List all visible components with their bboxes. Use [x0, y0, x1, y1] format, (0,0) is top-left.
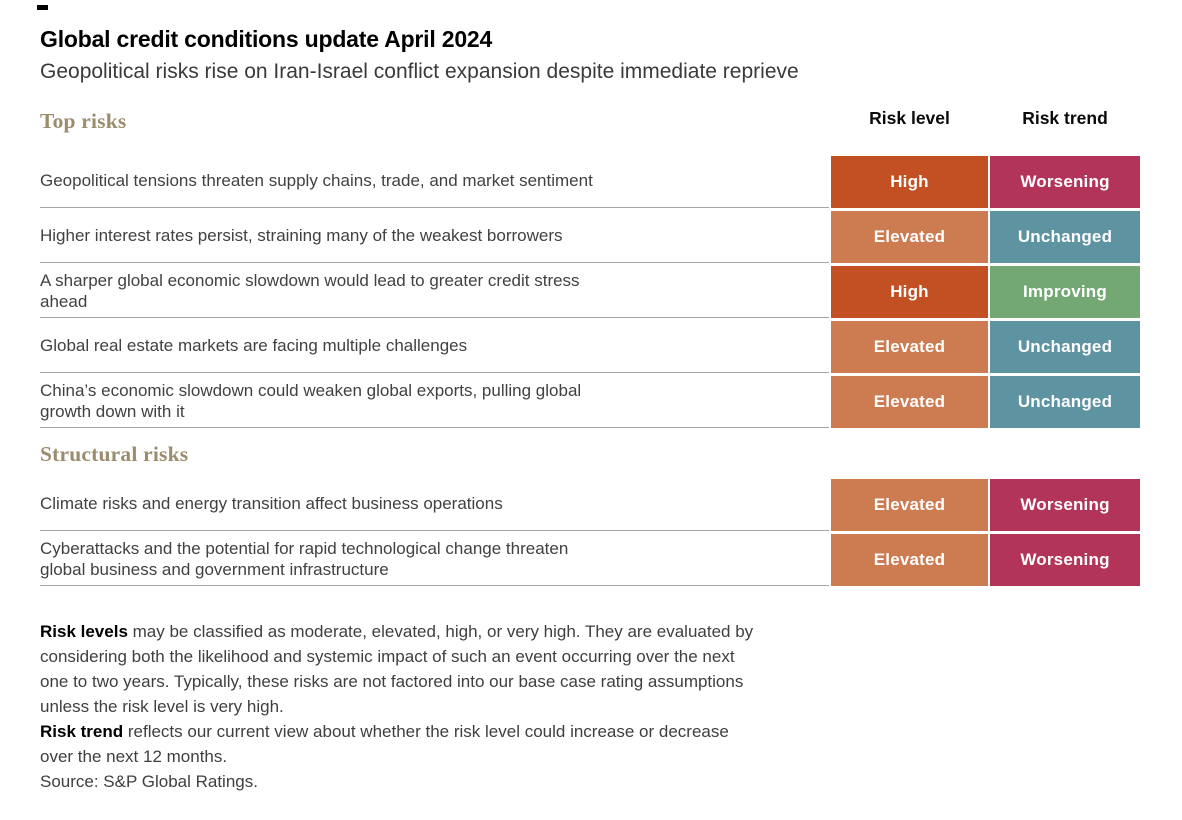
risk-trend-badge: Worsening: [990, 479, 1140, 531]
risk-level-badge: High: [831, 266, 988, 318]
risk-description: Global real estate markets are facing mu…: [40, 321, 829, 373]
risk-level-badge: Elevated: [831, 479, 988, 531]
spacer: [990, 442, 1140, 468]
risk-description: China’s economic slowdown could weaken g…: [40, 376, 829, 428]
corner-mark: [37, 5, 48, 10]
risk-trend-badge: Worsening: [990, 156, 1140, 208]
risk-description: Climate risks and energy transition affe…: [40, 479, 829, 531]
footnotes: Risk levels may be classified as moderat…: [40, 620, 924, 795]
risk-description: Geopolitical tensions threaten supply ch…: [40, 156, 829, 208]
footnote-source-text: Source: S&P Global Ratings.: [40, 771, 258, 791]
footnote-risk-trend: Risk trend reflects our current view abo…: [40, 720, 924, 770]
risk-trend-badge: Unchanged: [990, 376, 1140, 428]
footnote-risk-levels-label: Risk levels: [40, 622, 128, 641]
risk-level-badge: Elevated: [831, 534, 988, 586]
page-subtitle: Geopolitical risks rise on Iran-Israel c…: [40, 60, 799, 83]
section-title-structural-risks: Structural risks: [40, 442, 189, 466]
section-top-risks: Top risks Risk level Risk trend Geopolit…: [40, 108, 1140, 428]
risk-description: Cyberattacks and the potential for rapid…: [40, 534, 829, 586]
footnote-risk-trend-label: Risk trend: [40, 721, 124, 741]
report-figure: Global credit conditions update April 20…: [40, 26, 1140, 795]
footnote-risk-levels: Risk levels may be classified as moderat…: [40, 620, 924, 720]
section-title-top-risks: Top risks: [40, 109, 127, 133]
risk-trend-badge: Worsening: [990, 534, 1140, 586]
risk-description: A sharper global economic slowdown would…: [40, 266, 829, 318]
risk-trend-badge: Improving: [990, 266, 1140, 318]
risk-level-badge: Elevated: [831, 376, 988, 428]
risk-trend-badge: Unchanged: [990, 321, 1140, 373]
risk-level-badge: High: [831, 156, 988, 208]
column-header-risk-level: Risk level: [869, 108, 950, 128]
risk-level-badge: Elevated: [831, 211, 988, 263]
footnote-risk-levels-text: may be classified as moderate, elevated,…: [40, 622, 754, 716]
section-structural-risks: Structural risks Climate risks and energ…: [40, 442, 1140, 586]
risk-level-badge: Elevated: [831, 321, 988, 373]
column-header-risk-trend: Risk trend: [1022, 108, 1108, 128]
page-title: Global credit conditions update April 20…: [40, 26, 493, 52]
footnote-risk-trend-text: reflects our current view about whether …: [40, 721, 729, 766]
risk-description: Higher interest rates persist, straining…: [40, 211, 829, 263]
spacer: [831, 442, 988, 468]
footnote-source: Source: S&P Global Ratings.: [40, 770, 924, 795]
risk-trend-badge: Unchanged: [990, 211, 1140, 263]
